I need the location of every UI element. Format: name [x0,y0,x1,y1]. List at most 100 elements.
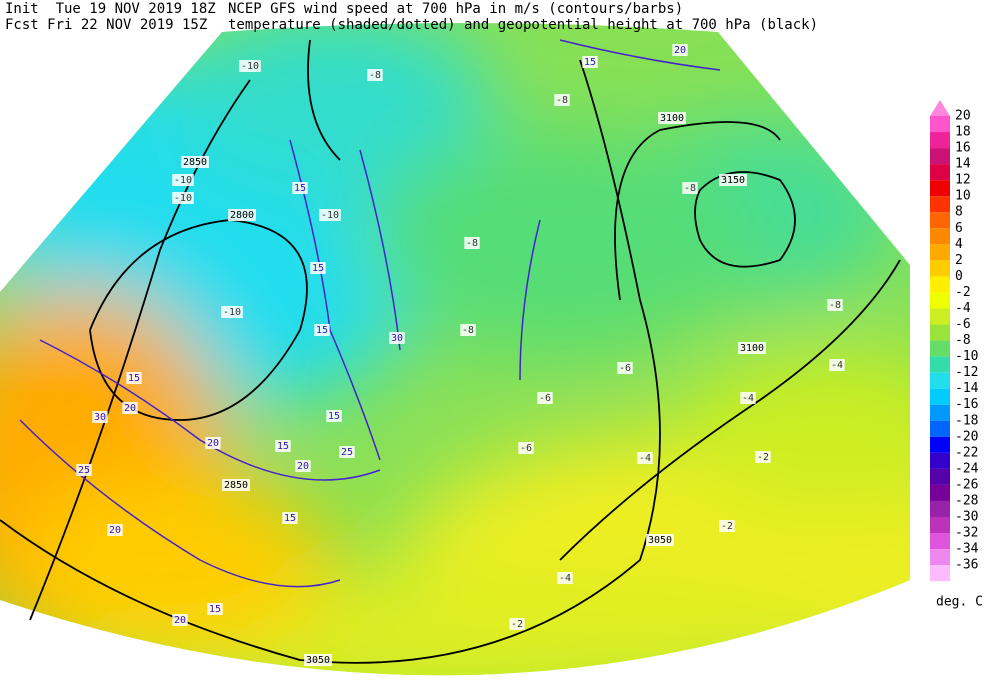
colorbar-label: -32 [955,526,978,541]
wind-label-box [107,524,123,536]
wind-label: 15 [128,373,140,384]
wind-label: 15 [284,513,296,524]
height-label: 3150 [721,175,745,186]
colorbar-swatch [930,420,950,437]
height-label-box [222,479,250,491]
temperature-label-box [755,451,771,463]
temperature-label: -4 [831,360,843,371]
temperature-label-box [221,306,243,318]
temperature-label: -6 [539,393,551,404]
height-label: 3050 [648,535,672,546]
colorbar-swatch [930,500,950,517]
temperature-label-box [172,174,194,186]
colorbar-swatch [930,148,950,165]
colorbar-swatch [930,308,950,325]
wind-label-box [205,437,221,449]
wind-label: 15 [209,604,221,615]
colorbar-swatch [930,116,950,133]
colorbar-label: 14 [955,157,971,172]
temperature-label: -10 [223,307,241,318]
colorbar-label: 10 [955,189,971,204]
colorbar-label: -16 [955,397,978,412]
colorbar-label: 6 [955,221,963,236]
wind-label: 15 [277,441,289,452]
colorbar-swatch [930,372,950,389]
colorbar-label: 12 [955,173,971,188]
temperature-label: -2 [721,521,733,532]
colorbar-label: -4 [955,301,971,316]
colorbar-swatch [930,436,950,453]
colorbar-label: -2 [955,285,971,300]
height-label-box [738,342,766,354]
wind-label-box [582,56,598,68]
temperature-label-box [537,392,553,404]
colorbar-swatch [930,356,950,373]
wind-label: 20 [174,615,186,626]
wind-label: 15 [328,411,340,422]
colorbar-label: -6 [955,317,971,332]
colorbar-swatch [930,276,950,293]
wind-contours [19,39,721,588]
temperature-label-box [554,94,570,106]
wind-label: 25 [341,447,353,458]
wind-label-box [172,614,188,626]
colorbar-swatch [930,244,950,261]
temperature-label: -4 [639,453,651,464]
height-label: 3100 [660,113,684,124]
wind-label: 20 [674,45,686,56]
temperature-label: -4 [742,393,754,404]
colorbar-label: -28 [955,493,978,508]
wind-label-box [122,402,138,414]
temperature-label-box [464,237,480,249]
height-label-box [304,654,332,666]
height-label-box [181,156,209,168]
wind-label: 20 [297,461,309,472]
colorbar-swatch [930,132,950,149]
colorbar-label: -36 [955,558,978,573]
temperature-label: -8 [684,183,696,194]
colorbar-arrow [930,100,950,116]
height-label-box [719,174,747,186]
wind-label-box [282,512,298,524]
temperature-label-box [460,324,476,336]
height-label: 3050 [306,655,330,666]
forecast-time: Fcst Fri 22 NOV 2019 15Z [5,17,207,33]
wind-label-box [275,440,291,452]
temperature-label-box [319,209,341,221]
colorbar-label: 8 [955,205,963,220]
height-label-box [228,209,256,221]
wind-label-box [295,460,311,472]
temperature-label: -6 [619,363,631,374]
colorbar-label: -20 [955,429,978,444]
wind-label-box [326,410,342,422]
temperature-label: -8 [829,300,841,311]
wind-label-box [207,603,223,615]
height-label: 3100 [740,343,764,354]
temperature-label: -2 [757,452,769,463]
colorbar-swatch [930,517,950,534]
temperature-label-box [637,452,653,464]
wind-label-box [126,372,142,384]
colorbar-label: -14 [955,381,979,396]
temperature-label-box [719,520,735,532]
colorbar-label: -24 [955,461,979,476]
wind-label: 30 [94,412,106,423]
wind-label: 15 [312,263,324,274]
height-label-box [646,534,674,546]
colorbar-swatch [930,404,950,421]
init-time: Init Tue 19 NOV 2019 18Z [5,1,216,17]
temperature-label: -8 [369,70,381,81]
temperature-label-box [617,362,633,374]
height-label: 2850 [224,480,248,491]
colorbar-swatch [930,565,950,582]
height-label-box [658,112,686,124]
height-label: 2800 [230,210,254,221]
wind-label: 25 [78,465,90,476]
colorbar-label: 18 [955,125,971,140]
colorbar-swatch [930,292,950,309]
temperature-label: -10 [174,175,192,186]
colorbar-label: -34 [955,542,979,557]
